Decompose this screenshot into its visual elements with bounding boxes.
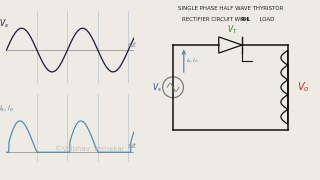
Text: $\omega t$: $\omega t$ xyxy=(127,39,138,49)
Text: $V_o$: $V_o$ xyxy=(297,80,309,94)
Text: $V_s$: $V_s$ xyxy=(152,81,162,94)
Text: $i_s, i_o$: $i_s, i_o$ xyxy=(186,57,199,65)
Text: $i_s, i_o$: $i_s, i_o$ xyxy=(0,104,14,114)
Text: ©Vaibhav_Vernekar: ©Vaibhav_Vernekar xyxy=(55,146,124,153)
Text: $\omega t$: $\omega t$ xyxy=(127,140,138,150)
Text: $V_T$: $V_T$ xyxy=(227,23,238,36)
Text: LOAD: LOAD xyxy=(256,17,275,22)
Text: SINGLE PHASE HALF WAVE THYRISTOR: SINGLE PHASE HALF WAVE THYRISTOR xyxy=(178,6,283,12)
Text: $V_s$: $V_s$ xyxy=(0,18,9,30)
Text: R-L: R-L xyxy=(240,17,250,22)
Text: RECTIFIER CIRCUIT WITH: RECTIFIER CIRCUIT WITH xyxy=(182,17,251,22)
